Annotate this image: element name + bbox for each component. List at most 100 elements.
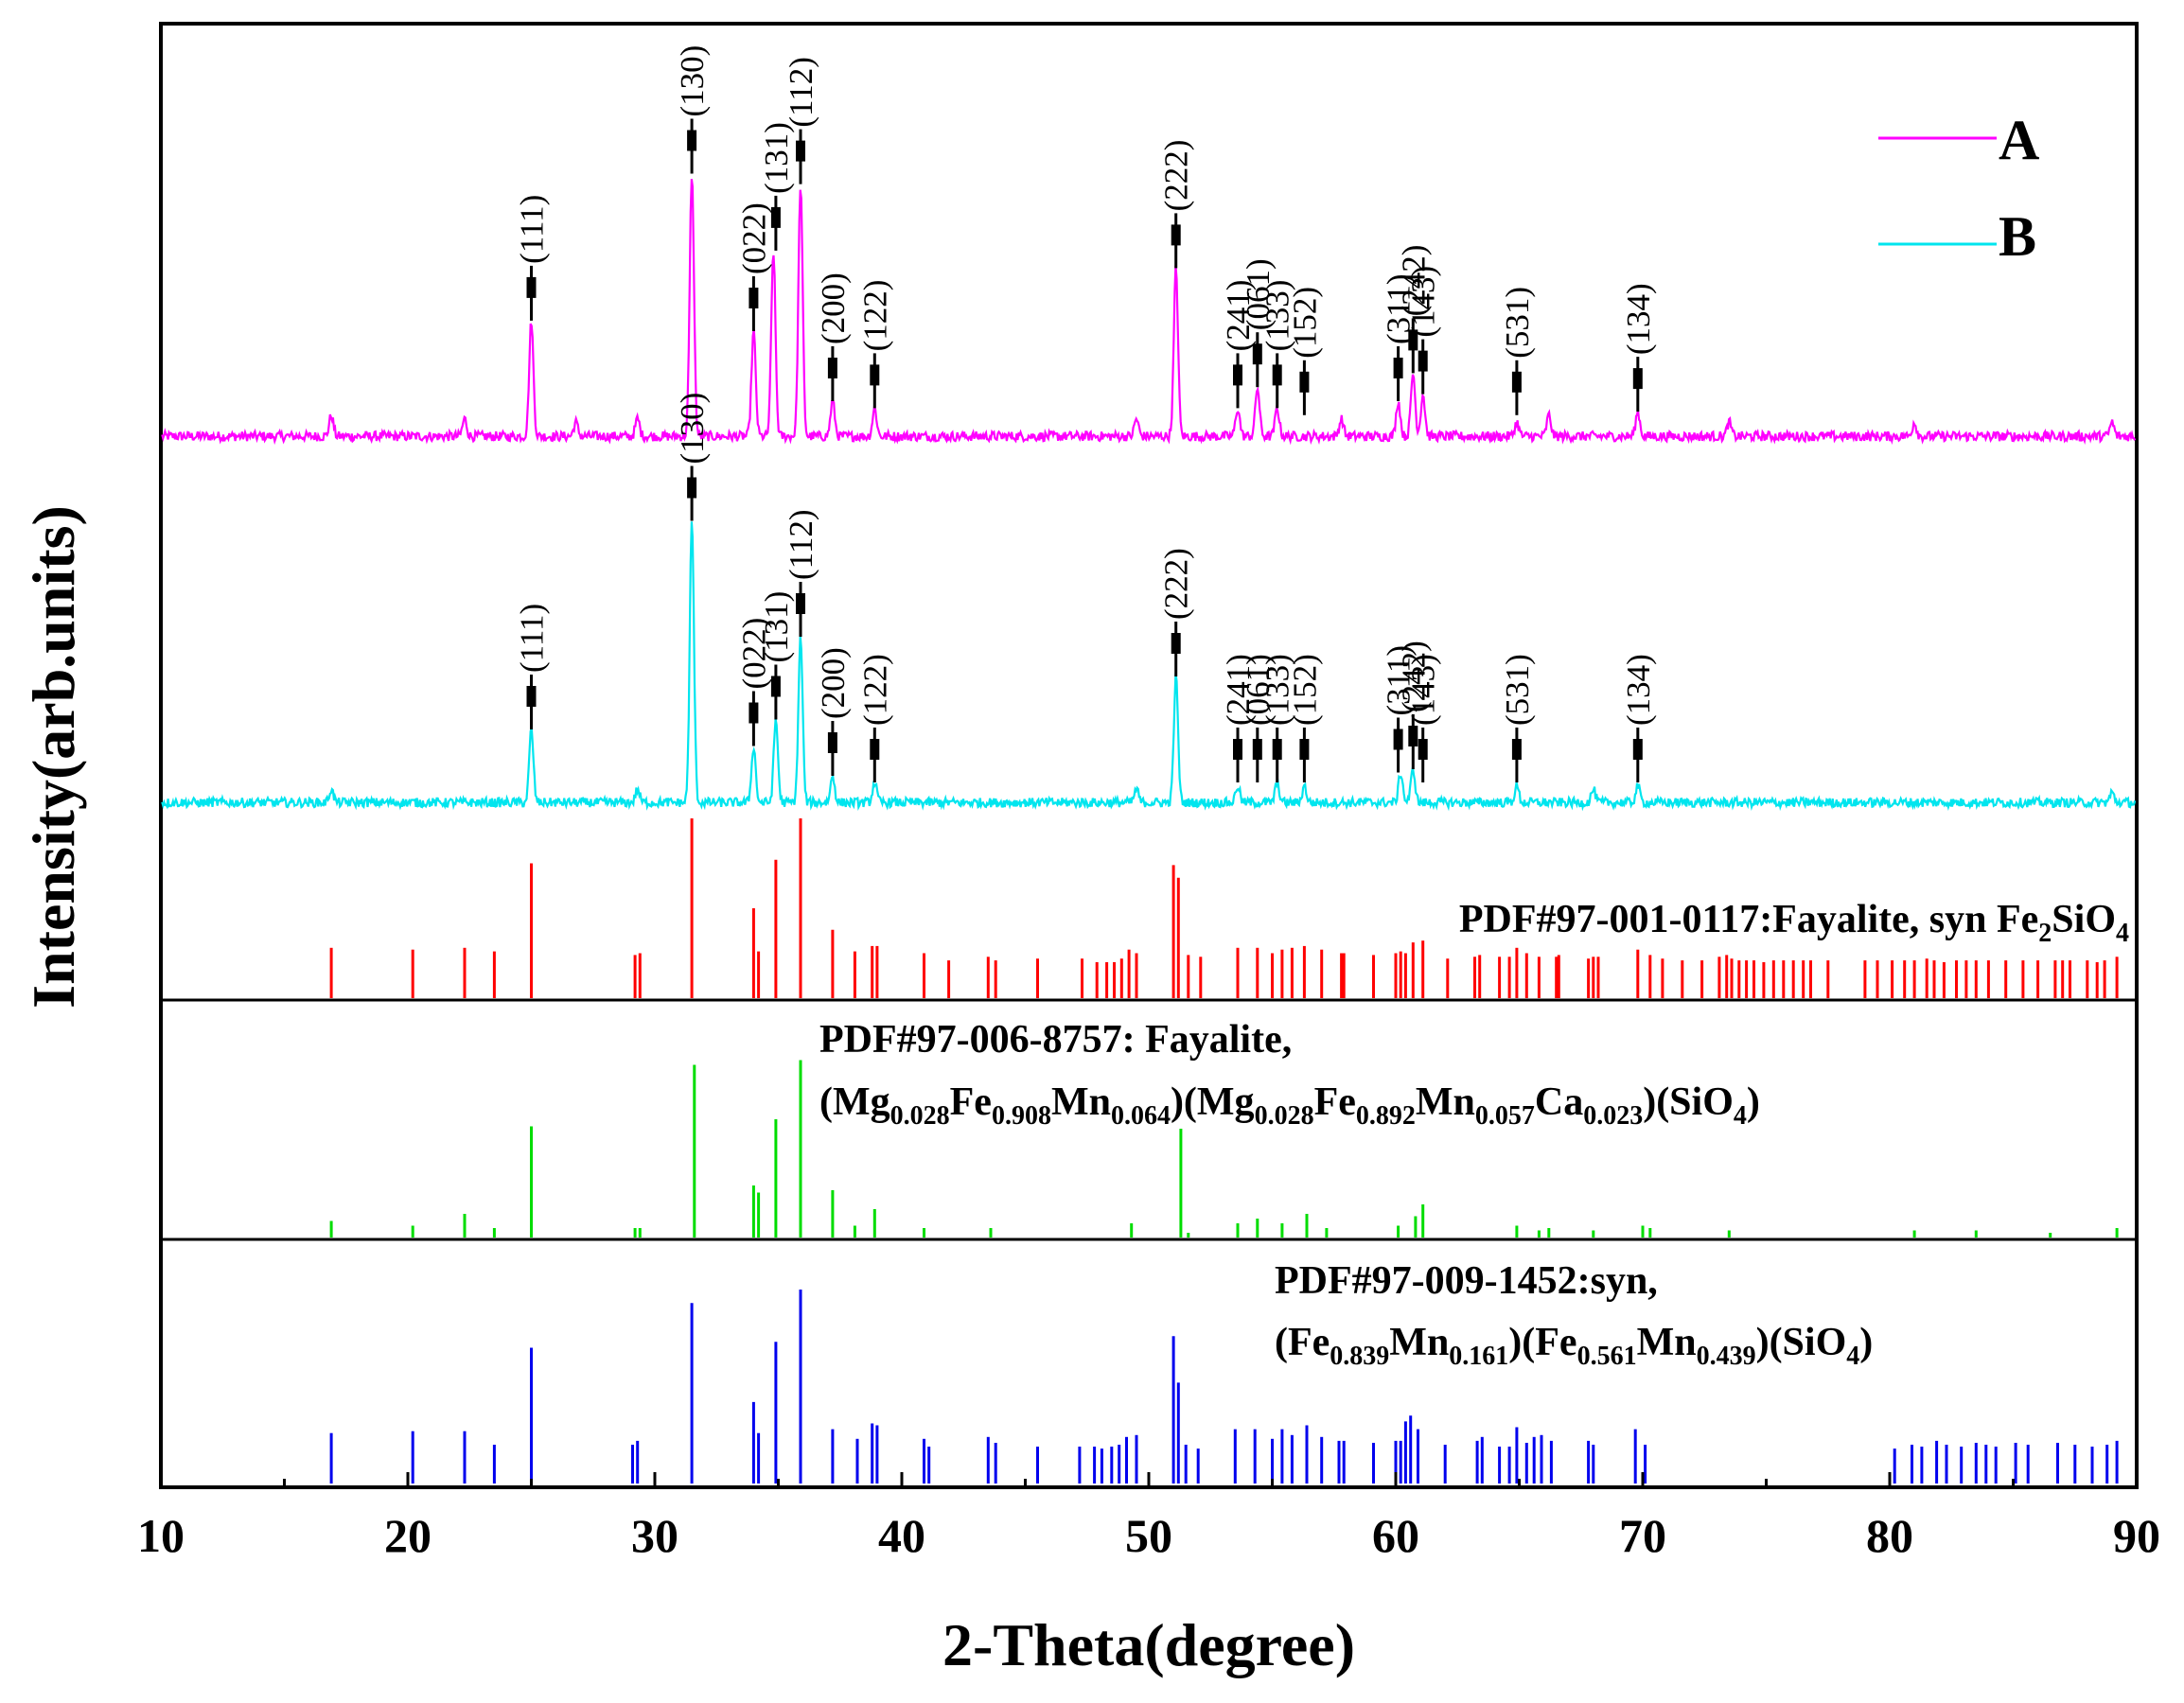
peak-marker-tick [1252,343,1262,365]
peak-marker-tick [1408,726,1418,746]
x-tick-label: 80 [1866,1509,1913,1562]
ref-title-run: Fe [950,1080,992,1124]
ref-title-subscript: 0.839 [1330,1342,1389,1371]
peak-label: (134) [1620,654,1657,726]
peak-label: (130) [674,45,711,117]
peak-label: (200) [815,272,852,344]
peak-label: (122) [856,280,893,352]
ref-title-pdf-0117: PDF#97-001-0117:Fayalite, syn Fe2SiO4 [1459,898,2129,948]
reference-text-group: PDF#97-001-0117:Fayalite, syn Fe2SiO4PDF… [819,898,2129,1371]
ref-title-pdf-1452: PDF#97-009-1452:syn, [1275,1259,1658,1303]
ref-title-run: SiO [2052,898,2116,941]
ref-title-pdf-8757: PDF#97-006-8757: Fayalite, [819,1018,1292,1062]
peak-label: (133) [1259,654,1296,726]
x-tick-label: 20 [384,1509,432,1562]
peak-label: (130) [674,393,711,465]
peak-marker-tick [1252,739,1262,760]
ref-title-subscript: 0.028 [1255,1101,1314,1131]
peak-marker-tick [827,358,837,378]
series-a-line [161,179,2137,446]
ref-title-subscript: 0.161 [1449,1342,1508,1371]
reference-group [329,818,2119,1484]
ref-title-pdf-8757: (Mg0.028Fe0.908Mn0.064)(Mg0.028Fe0.892Mn… [819,1080,1760,1131]
ref-title-run: )(SiO [1756,1321,1847,1364]
ref-title-subscript: 0.561 [1577,1342,1637,1371]
peak-marker-tick [827,732,837,753]
ref-title-run: ) [1859,1321,1873,1364]
plot-frame [159,22,2139,1489]
peak-marker-tick [1171,224,1181,246]
ref-title-pdf-1452: (Fe0.839Mn0.161)(Fe0.561Mn0.439)(SiO4) [1275,1321,1873,1371]
peak-marker-tick [1299,739,1310,760]
peak-label: (152) [1286,654,1323,726]
peak-marker-tick [1393,729,1403,750]
ref-title-subscript: 0.892 [1356,1101,1416,1131]
peak-marker-tick [1418,350,1428,372]
ref-title-run: (Mg [819,1080,890,1124]
peak-marker-tick [796,593,805,614]
x-tick-label: 90 [2113,1509,2160,1562]
peak-label: (152) [1286,287,1323,359]
ref-title-run: )(Mg [1171,1080,1255,1124]
peak-marker-tick [770,676,781,697]
peak-label: (131) [758,122,795,194]
ref-title-run: (Fe [1275,1321,1330,1364]
ref-title-subscript: 4 [1846,1342,1859,1371]
peak-marker-tick [687,477,697,499]
ref-title-subscript: 4 [1734,1101,1747,1131]
peak-label: (061) [1240,654,1277,726]
x-tick-label: 10 [137,1509,185,1562]
peak-marker-tick [1511,371,1522,393]
series-group [161,179,2137,812]
peak-label: (311) [1381,645,1418,716]
ref-title-run: Fe [1314,1080,1356,1124]
peak-marker-tick [870,739,880,760]
peak-marker-tick [796,140,805,162]
ref-title-run: PDF#97-001-0117:Fayalite, syn Fe [1459,898,2038,941]
peak-label: (131) [758,591,795,663]
peak-marker-tick [526,686,537,707]
peak-label: (111) [514,195,551,264]
ref-title-run: Ca [1535,1080,1583,1124]
peak-label: (143) [1405,266,1442,338]
peak-marker-tick [770,206,781,228]
peak-marker-tick [870,364,880,386]
peak-marker-tick [687,130,697,151]
peak-label: (222) [1158,548,1195,620]
peak-label: (022) [735,618,772,690]
peak-marker-tick [1632,368,1643,390]
peak-label: (531) [1499,654,1536,726]
peak-marker-tick [1408,329,1418,351]
peak-marker-tick [749,288,759,308]
peak-marker-tick [526,276,537,298]
peak-marker-tick [1233,739,1242,760]
peak-label: (222) [1158,140,1195,212]
legend-label-b: B [1999,205,2036,268]
legend: A B [1878,109,2039,268]
ref-title-run: )(Fe [1508,1321,1576,1364]
ref-title-subscript: 2 [2038,919,2052,948]
ref-title-run: Mn [1389,1321,1449,1364]
peak-label: (241) [1220,280,1257,352]
peak-label: (200) [815,647,852,719]
peak-label: (112) [783,509,819,580]
ref-title-subscript: 0.439 [1697,1342,1756,1371]
peak-marker-tick [1511,739,1522,760]
y-axis-title: Intensity(arb.units) [20,505,87,1009]
annotation-group: (111)(130)(022)(131)(112)(200) (122)(222)… [514,45,1657,782]
x-tick-label: 50 [1125,1509,1172,1562]
peak-label: (241) [1220,654,1257,726]
ref-title-run: ) [1747,1080,1760,1124]
peak-label: (122) [856,654,893,726]
x-tick-label: 60 [1372,1509,1419,1562]
x-tick-label: 40 [878,1509,925,1562]
peak-marker-tick [1272,739,1282,760]
x-tick-label: 70 [1619,1509,1666,1562]
peak-marker-tick [1233,364,1242,386]
peak-label: (112) [783,57,819,128]
peak-marker-tick [1299,371,1310,393]
series-b-line [161,521,2137,812]
x-axis: 10 20 30 40 50 60 70 80 90 [137,1472,2160,1562]
ref-title-run: PDF#97-006-8757: Fayalite, [819,1018,1292,1062]
